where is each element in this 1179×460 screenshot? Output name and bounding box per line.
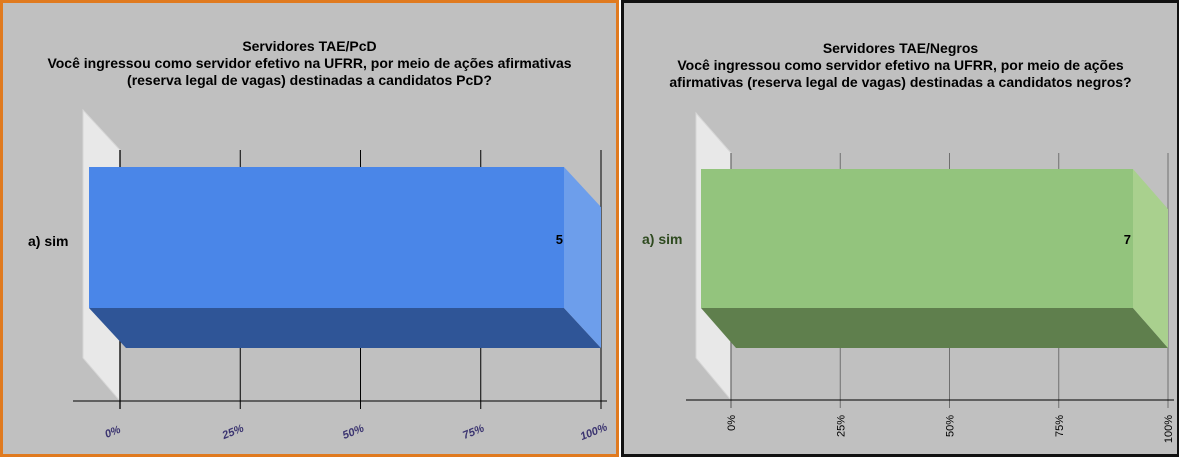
- bar-right-face: [564, 167, 601, 348]
- bar: [89, 167, 564, 308]
- data-label: 5: [556, 232, 563, 247]
- bar-right-face: [1133, 169, 1168, 348]
- x-tick-label: 0%: [103, 424, 122, 441]
- x-tick-label: 50%: [341, 422, 366, 441]
- chart-panel-pcd: Servidores TAE/PcD Você ingressou como s…: [0, 0, 619, 457]
- chart-title-line: (reserva legal de vagas) destinadas a ca…: [127, 72, 492, 88]
- x-tick-label: 75%: [1054, 415, 1066, 437]
- data-label: 7: [1124, 232, 1131, 247]
- bar-chart-pcd: 5 a) sim 0% 25% 50% 75% 100%: [28, 108, 610, 443]
- chart-title-line: Você ingressou como servidor efetivo na …: [677, 57, 1124, 73]
- category-label: a) sim: [642, 231, 682, 247]
- chart-title-line: Servidores TAE/Negros: [822, 40, 979, 56]
- x-tick-label: 100%: [1163, 415, 1175, 443]
- bar-bottom-face: [701, 308, 1168, 348]
- bar: [701, 169, 1133, 308]
- x-tick-label: 0%: [726, 415, 738, 431]
- x-tick-label: 75%: [461, 422, 486, 441]
- chart-title: Servidores TAE/PcD Você ingressou como s…: [3, 38, 616, 89]
- bar-chart-negros: 7 a) sim 0% 25% 50% 75% 100%: [642, 111, 1175, 443]
- chart-panel-negros: Servidores TAE/Negros Você ingressou com…: [621, 0, 1179, 457]
- x-tick-label: 100%: [579, 421, 610, 443]
- chart-title-line: Servidores TAE/PcD: [242, 38, 377, 54]
- chart-title-line: afirmativas (reserva legal de vagas) des…: [669, 74, 1132, 90]
- bar-bottom-face: [89, 308, 601, 348]
- chart-title: Servidores TAE/Negros Você ingressou com…: [624, 40, 1177, 91]
- x-tick-label: 25%: [220, 422, 246, 442]
- chart-title-line: Você ingressou como servidor efetivo na …: [47, 55, 572, 71]
- category-label: a) sim: [28, 233, 68, 249]
- x-tick-label: 50%: [945, 415, 957, 437]
- x-tick-label: 25%: [835, 415, 847, 437]
